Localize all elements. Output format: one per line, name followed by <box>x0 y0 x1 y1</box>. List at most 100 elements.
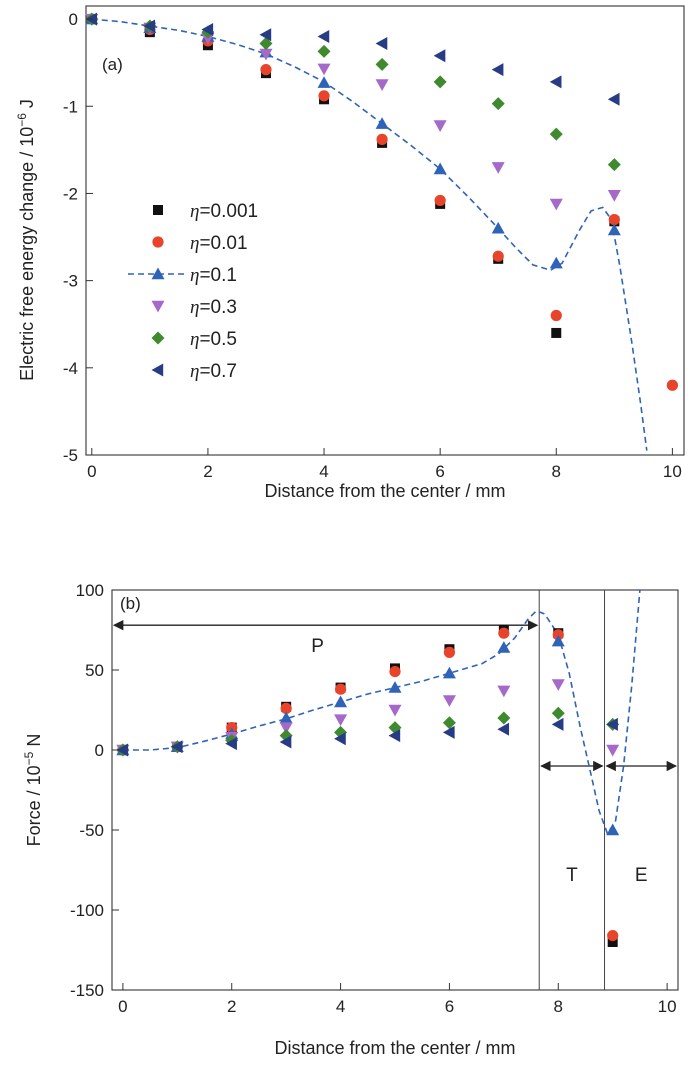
panel-b-y-tick-label: 100 <box>76 581 104 600</box>
panel-a-point-0-01 <box>376 133 388 145</box>
panel-a-y-axis-label: Electric free energy change / 10−6 J <box>15 99 37 381</box>
panel-b-point-0-3 <box>334 714 348 727</box>
panel-a-series-0-1 <box>85 12 621 269</box>
panel-b-fit-curve <box>122 590 641 835</box>
panel-a-x-tick-label: 2 <box>203 462 212 481</box>
panel-a-data-points <box>85 12 678 391</box>
legend-label: η=0.01 <box>190 233 248 254</box>
legend-eta-symbol: η <box>190 361 199 382</box>
panel-a-x-tick-label: 6 <box>435 462 444 481</box>
panel-a-y-tick-label: -3 <box>63 272 78 291</box>
panel-b-y-axis-label-exponent: −5 <box>22 751 36 765</box>
panel-b-point-0-01 <box>334 683 347 695</box>
panel-a-fit-curve-group <box>91 18 648 451</box>
panel-a-point-0-5 <box>259 36 273 50</box>
panel-a-point-0-5 <box>433 75 447 89</box>
panel-a-energy-chart: 0 2 4 6 8 100-1-2-3-4-5 (a) η=0.001η=0.01η=0.… <box>15 5 685 501</box>
legend-label: η=0.1 <box>190 265 237 286</box>
panel-a-point-0-3 <box>491 162 505 174</box>
panel-a-point-0-7 <box>317 30 330 44</box>
legend-marker-0-1 <box>151 267 165 280</box>
panel-b-point-0-01 <box>389 666 401 678</box>
panel-a-point-0-3 <box>259 48 273 61</box>
panel-b-series-0-7 <box>116 717 618 757</box>
panel-b-point-0-1 <box>334 695 348 708</box>
legend-label: η=0.7 <box>190 361 237 382</box>
panel-b-regions: P T E <box>112 590 678 990</box>
panel-b-label: (b) <box>120 594 141 613</box>
panel-b-point-0-7 <box>442 725 455 739</box>
panel-b-point-0-01 <box>498 627 510 639</box>
legend-label: η=0.5 <box>190 329 237 350</box>
panel-b-y-tick-label: 0 <box>95 741 104 760</box>
panel-a-point-0-3 <box>549 198 563 211</box>
panel-b-series-0-1 <box>116 634 620 836</box>
panel-a-point-0-3 <box>317 63 331 76</box>
legend-marker-0-01 <box>152 236 164 248</box>
legend-entry-0-1: η=0.1 <box>128 265 237 286</box>
region-label-E: E <box>635 865 648 886</box>
panel-a-x-tick-label: 8 <box>552 462 561 481</box>
panel-b-force-chart: P T E 0 2 4 6 8 10 100 50 0 -50 -100 -150 (b) Distanc… <box>22 581 679 1058</box>
panel-b-point-0-1 <box>606 823 620 836</box>
panel-a-point-0-3 <box>433 120 447 132</box>
panel-a-x-axis-label: Distance from the center / mm <box>264 481 505 501</box>
panel-a-point-0-3 <box>201 33 215 45</box>
panel-b-y-tick-label: 50 <box>85 661 104 680</box>
panel-a-point-0-01 <box>550 309 562 322</box>
panel-a-point-0-1 <box>607 223 621 236</box>
panel-b-x-tick-label: 10 <box>658 997 677 1016</box>
panel-b-point-0-01 <box>607 930 619 942</box>
legend-marker-0-5 <box>151 331 165 345</box>
legend-entry-0-5: η=0.5 <box>151 329 237 350</box>
legend-eta-symbol: η <box>190 265 199 286</box>
legend-eta-value: =0.01 <box>199 233 247 254</box>
panel-b-point-0-1 <box>551 634 565 647</box>
panel-b-series-0-001 <box>117 625 618 947</box>
panel-a-plot-frame <box>85 5 685 456</box>
legend-eta-value: =0.7 <box>199 361 237 382</box>
panel-a-y-axis-label-exponent: −6 <box>15 113 29 127</box>
legend-marker-0-001 <box>153 205 163 215</box>
legend-label: η=0.3 <box>190 297 237 318</box>
panel-a-point-0-1 <box>375 117 389 129</box>
panel-b-point-0-1 <box>279 711 293 724</box>
panel-a-point-0-1 <box>433 162 447 175</box>
panel-b-y-axis-label-unit: N <box>24 734 44 752</box>
panel-b-point-0-1 <box>388 681 402 693</box>
panel-b-point-0-7 <box>388 729 401 743</box>
panel-b-y-tick-label: -50 <box>79 821 104 840</box>
panel-b-series-0-3 <box>116 679 620 757</box>
panel-a-y-axis-label-text: Electric free energy change / 10 <box>17 127 37 381</box>
panel-a-point-0-01 <box>666 379 678 391</box>
panel-a-point-0-01 <box>434 194 446 207</box>
panel-b-point-0-3 <box>497 685 511 698</box>
panel-b-y-tick-label: -100 <box>70 901 104 920</box>
region-label-T: T <box>566 865 578 886</box>
legend-marker-0-3 <box>151 300 165 313</box>
panel-b-x-tick-label: 6 <box>445 997 454 1016</box>
panel-b-x-tick-label: 8 <box>554 997 563 1016</box>
panel-b-point-0-5 <box>442 716 456 730</box>
panel-a-point-0-1 <box>317 76 331 88</box>
panel-a-point-0-5 <box>491 97 505 111</box>
panel-a-fit-curve <box>91 18 648 451</box>
panel-b-x-tick-label: 4 <box>336 997 345 1016</box>
panel-b-x-tick-label: 0 <box>118 997 127 1016</box>
panel-b-point-0-7 <box>497 722 510 736</box>
panel-b-y-axis-label: Force / 10−5 N <box>22 734 44 847</box>
panel-b-point-0-3 <box>606 744 620 757</box>
legend-marker-0-7 <box>151 363 164 377</box>
panel-a-x-tick-label: 10 <box>663 462 682 481</box>
panel-a-point-0-7 <box>433 49 446 63</box>
legend-eta-symbol: η <box>190 329 199 350</box>
panel-b-axes: 0 2 4 6 8 10 100 50 0 -50 -100 -150 <box>70 581 677 1016</box>
legend-eta-value: =0.5 <box>199 329 237 350</box>
legend-eta-symbol: η <box>190 201 199 222</box>
panel-b-point-0-7 <box>170 740 183 754</box>
panel-a-series-0-5 <box>85 12 621 172</box>
panel-a-point-0-001 <box>551 327 562 338</box>
panel-b-y-tick-label: -150 <box>70 981 104 1000</box>
